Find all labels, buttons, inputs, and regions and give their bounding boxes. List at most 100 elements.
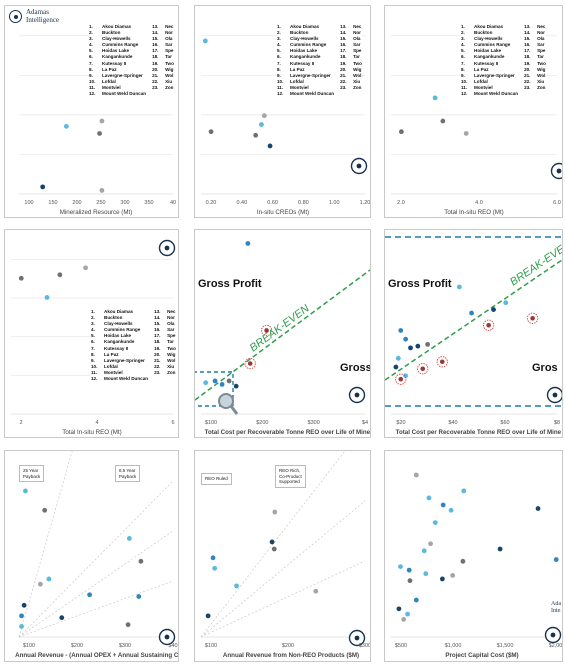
legend-item-number: 3. [91,321,95,327]
x-tick-label: $40 [448,420,457,426]
data-point [203,380,209,386]
legend: 1. Akou Diamas 2. Buckton 3. Clay-Howells 4. Cu… [89,24,174,98]
legend-item-number: 2. [89,30,93,36]
data-point [272,509,278,515]
legend-item-name: Two [537,60,546,66]
data-point [553,557,559,562]
legend-item-name: Sar [353,42,361,48]
legend-item-number: 18. [340,54,347,60]
legend-item: 5. Hoidas Lake [277,48,334,54]
legend-item-number: 23. [340,84,347,90]
legend-item: 6. Kangankunde [461,54,518,60]
data-point [210,555,216,561]
legend: 1. Akou Diamas 2. Buckton 3. Clay-Howells 4. Cu… [277,24,362,98]
legend-item: 10. Lofdal [461,79,518,85]
legend-item-number: 13. [340,24,347,29]
legend-item: 8. La Paz [91,352,148,358]
data-point-ring [482,319,495,331]
chart-panel-2: 0.20 0.40 0.60 0.80 1.00 1.20 In-situ CREOs (M… [194,5,371,218]
legend-item-number: 8. [89,66,93,72]
legend-item: 2. Buckton [461,30,518,36]
legend-item-name: Nor [167,315,175,321]
data-point [408,345,413,351]
legend-item-name: Cummins Range [104,327,141,333]
legend-item-name: Akou Diamas [474,24,504,29]
payback-ratio-line [18,451,73,638]
legend-item-name: Tar [167,339,174,345]
legend-item-name: Nec [537,24,546,29]
data-point [126,536,132,541]
legend-item: 14. Nor [524,30,546,36]
legend-item-name: Mount Weld Duncan [102,91,147,97]
data-point [450,573,456,578]
data-point [259,122,264,127]
legend-item: 7. Kutessay II [91,346,148,352]
legend-item-name: Zon [167,369,176,375]
legend-item-name: Tar [353,54,360,60]
data-point [439,359,445,365]
data-point [138,558,144,564]
data-point [99,188,105,193]
legend-item-number: 17. [154,333,161,339]
x-tick-label: $200 [256,420,268,426]
x-tick-label: $500 [395,643,407,649]
x-tick-label: $2,000 [549,643,562,649]
legend-item: 4. Cummins Range [461,42,518,48]
logo-dot-icon [552,392,558,398]
legend-item: 6. Kangankunde [89,54,146,60]
chart-panel-7: $100 $200 $300 $40 Annual Revenue - (Annual … [4,450,179,662]
legend-item-number: 12. [91,376,98,382]
legend-item-number: 11. [461,84,468,90]
legend-item-number: 10. [461,78,468,84]
legend-item-number: 22. [152,78,159,84]
payback-ratio-line [200,560,366,638]
legend-item: 7. Kutessay II [461,61,518,67]
logo-dot-icon [356,163,362,169]
legend-item-number: 10. [91,363,98,369]
chart-svg-6: BREAK-EVEN Gross Profit Gros $20 $40 $60 $8 Tot… [385,236,562,436]
legend-item-name: Mount Weld Duncan [474,91,519,97]
x-tick-label: 250 [96,200,105,206]
chart-panel-9: $500 $1,000 $1,500 $2,000 Project Capital Co… [384,450,563,662]
x-tick-label: 1.00 [329,200,340,206]
data-point [420,366,426,372]
legend-item: 4. Cummins Range [91,327,148,333]
legend-item-name: Wig [537,66,546,72]
legend-item: 13. Nec [340,24,362,30]
legend-item-name: Ola [353,36,361,42]
legend-item-name: Akou Diamas [104,309,134,314]
legend-item: 3. Clay-Howells [277,36,334,42]
legend-item: 20. Wig [154,352,176,358]
data-point [406,567,412,573]
legend-item: 22. Xiu [152,79,174,85]
data-point [426,495,432,501]
legend-item: 6. Kangankunde [277,54,334,60]
x-tick-label: 6.0 [553,200,561,206]
legend-column-2: 13. Nec 14. Nor 15. Ola 16. Sar 17. Spe 18. Tar 19. T… [524,24,546,97]
legend-item-name: Wig [167,351,176,357]
data-point [403,336,409,342]
data-point [99,118,105,124]
gross-loss-label: Gross l [340,362,370,374]
payback-ratio-line [18,480,174,638]
data-point [21,602,27,608]
legend-item-number: 7. [89,60,93,66]
legend-item: 12. Mount Weld Duncan [91,376,148,382]
x-tick-label: 0.20 [206,200,217,206]
break-even-line [195,269,370,401]
x-tick-label: $20 [396,420,405,426]
legend-item-name: Buckton [104,315,123,321]
legend-item-name: La Paz [474,66,489,72]
x-tick-label: $200 [282,643,294,649]
legend-item: 5. Hoidas Lake [91,333,148,339]
legend-item-number: 16. [152,42,159,48]
data-point [415,343,421,349]
data-point [212,378,218,384]
chart-svg-5: BREAK-EVEN Gross Profit Gross l $100 $200 $30… [195,241,370,436]
legend-item-number: 22. [524,78,531,84]
legend-item-name: Xiu [167,363,175,369]
legend-item: 3. Clay-Howells [461,36,518,42]
payback-note-25: 25 Year Payback [19,465,45,482]
legend-item: 16. Sar [154,327,176,333]
